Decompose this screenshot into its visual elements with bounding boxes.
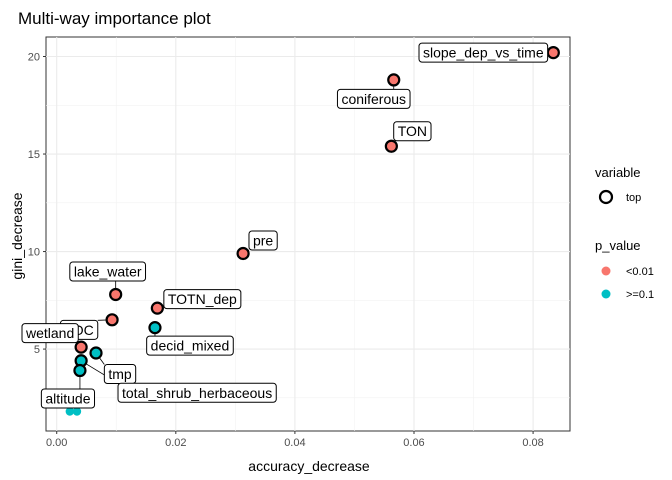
y-axis-title: gini_decrease bbox=[9, 192, 25, 279]
data-point bbox=[150, 301, 164, 315]
point-label-box: TON bbox=[393, 121, 432, 142]
legend-pvalue-title: p_value bbox=[595, 238, 641, 253]
y-tick-label: 15 bbox=[28, 149, 40, 161]
legend-ge01-label: >=0.1 bbox=[626, 289, 654, 301]
data-point bbox=[236, 246, 250, 261]
point-label: TOTN_dep bbox=[168, 291, 237, 307]
legend-ge01-marker bbox=[601, 289, 611, 299]
data-point bbox=[74, 340, 88, 354]
legend-top-label: top bbox=[626, 192, 641, 204]
point-label-box: pre bbox=[248, 230, 278, 251]
y-tick-label: 10 bbox=[28, 247, 40, 259]
data-points bbox=[65, 46, 560, 416]
y-tick-label: 5 bbox=[34, 344, 40, 356]
point-label: decid_mixed bbox=[151, 338, 230, 354]
legend-variable-title: variable bbox=[595, 165, 641, 180]
data-point bbox=[109, 287, 123, 302]
x-axis-title: accuracy_decrease bbox=[248, 458, 370, 474]
point-label: total_shrub_herbaceous bbox=[122, 385, 272, 401]
data-point bbox=[384, 139, 398, 153]
data-point bbox=[105, 313, 119, 327]
point-label: altitude bbox=[45, 391, 90, 407]
point-label: pre bbox=[253, 233, 273, 249]
point-label-box: tmp bbox=[103, 363, 137, 384]
point-label-box: lake_water bbox=[69, 261, 147, 282]
data-point-minor bbox=[65, 407, 75, 416]
x-axis-ticks: 0.00 0.02 0.04 0.06 0.08 bbox=[46, 431, 544, 449]
x-tick-label: 0.02 bbox=[165, 437, 186, 449]
data-point bbox=[89, 346, 103, 360]
data-point bbox=[546, 46, 560, 60]
point-label-box: TOTN_dep bbox=[163, 289, 242, 310]
data-point bbox=[73, 363, 87, 378]
x-tick-label: 0.08 bbox=[522, 437, 543, 449]
point-label-box: total_shrub_herbaceous bbox=[117, 382, 277, 403]
legend-lt001-marker bbox=[601, 266, 611, 276]
legend-lt001-label: <0.01 bbox=[626, 266, 654, 278]
point-label: lake_water bbox=[74, 263, 142, 279]
data-point bbox=[148, 321, 162, 335]
point-label-box: wetland bbox=[21, 323, 79, 344]
x-tick-label: 0.06 bbox=[403, 437, 424, 449]
data-point bbox=[387, 73, 401, 87]
legend: variable top p_value <0.01 >=0.1 bbox=[595, 165, 654, 301]
chart-title: Multi-way importance plot bbox=[18, 9, 211, 28]
point-label-box: coniferous bbox=[336, 88, 411, 109]
point-label: slope_dep_vs_time bbox=[423, 45, 544, 61]
y-axis-ticks: 5 10 15 20 bbox=[28, 52, 46, 356]
point-label: tmp bbox=[108, 366, 132, 382]
point-label-box: altitude bbox=[40, 388, 96, 409]
x-tick-label: 0.00 bbox=[46, 437, 67, 449]
legend-top-marker bbox=[598, 189, 614, 205]
point-label: coniferous bbox=[341, 91, 406, 107]
x-tick-label: 0.04 bbox=[284, 437, 305, 449]
point-label-box: slope_dep_vs_time bbox=[418, 42, 549, 63]
point-label: TON bbox=[398, 123, 427, 139]
data-point-minor bbox=[72, 407, 82, 416]
point-labels: slope_dep_vs_time coniferous TON pre lake_wa… bbox=[21, 42, 549, 409]
point-label-box: decid_mixed bbox=[146, 335, 234, 356]
y-tick-label: 20 bbox=[28, 52, 40, 64]
point-label: wetland bbox=[25, 325, 74, 341]
